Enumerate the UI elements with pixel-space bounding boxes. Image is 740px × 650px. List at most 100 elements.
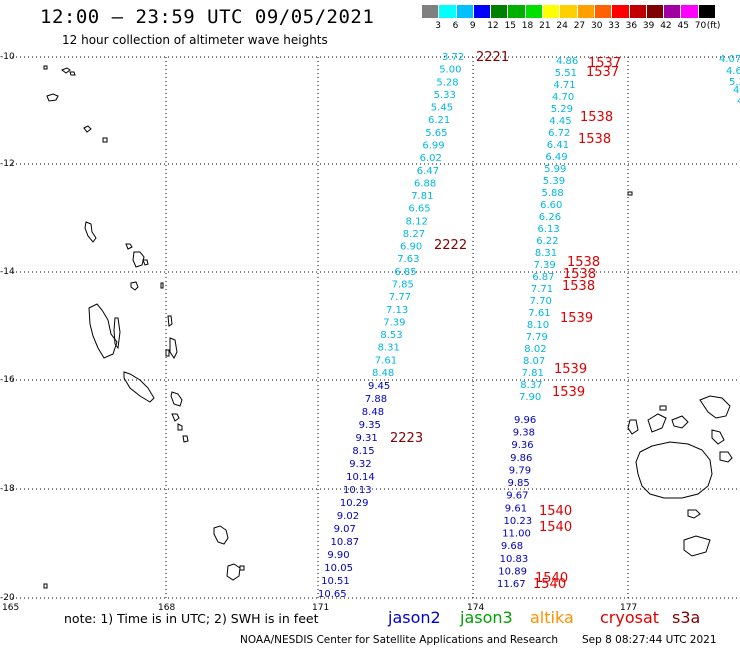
legend-label: 18 xyxy=(521,21,534,31)
legend-swatch xyxy=(491,5,509,18)
pass-time-label: 1538 xyxy=(562,279,595,294)
lat-tick-label: -18 xyxy=(0,484,15,494)
island-coastline xyxy=(647,413,667,433)
swh-value: 6.41 xyxy=(547,140,569,151)
lon-tick-label: 171 xyxy=(312,603,329,613)
lon-tick-label: 177 xyxy=(620,603,637,613)
map-title: 12:00 – 23:59 UTC 09/05/2021 xyxy=(40,6,375,28)
swh-value: 9.96 xyxy=(514,415,536,426)
swh-value: 8.27 xyxy=(403,229,425,240)
swh-value: 10.23 xyxy=(504,516,533,527)
swh-value: 8.53 xyxy=(380,330,402,341)
swh-value: 5.00 xyxy=(439,65,461,76)
pass-time-label: 1540 xyxy=(533,577,566,592)
island-coastline xyxy=(711,429,725,445)
swh-value: 7.88 xyxy=(365,394,387,405)
swh-value: 7.61 xyxy=(528,308,550,319)
legend-label: 27 xyxy=(573,21,586,31)
swh-value: 4.07 xyxy=(719,54,740,65)
pass-time-label: 2223 xyxy=(390,431,423,446)
island-coastline xyxy=(719,451,733,463)
legend-unit: (ft) xyxy=(706,21,721,31)
island-coastline xyxy=(125,243,133,250)
swh-value: 7.70 xyxy=(530,296,552,307)
swh-value: 10.29 xyxy=(340,498,369,509)
swh-value: 5.45 xyxy=(431,103,453,114)
island-coastline xyxy=(130,281,139,291)
swh-value: 5.28 xyxy=(436,77,458,88)
island-coastline xyxy=(160,282,164,289)
lon-tick-label: 174 xyxy=(467,603,484,613)
island-coastline xyxy=(177,423,183,431)
swh-value: 6.13 xyxy=(538,224,560,235)
legend-label: 33 xyxy=(608,21,620,31)
lat-lon-grid xyxy=(12,56,740,599)
legend-label: 36 xyxy=(625,21,638,31)
island-coastline xyxy=(46,93,59,102)
swh-value: 6.47 xyxy=(417,166,439,177)
swh-value: 5.88 xyxy=(542,188,564,199)
swh-value: 6.88 xyxy=(414,178,436,189)
swh-value: 8.48 xyxy=(372,368,394,379)
pass-time-label: 1539 xyxy=(560,311,593,326)
island-coastline xyxy=(88,303,118,359)
lat-tick-label: -20 xyxy=(0,593,15,603)
legend-label: 42 xyxy=(660,21,672,31)
island-coastline xyxy=(43,65,48,70)
pass-time-label: 1539 xyxy=(552,385,585,400)
swh-value: 6.26 xyxy=(539,212,561,223)
island-coastline xyxy=(635,441,713,499)
legend-label: 24 xyxy=(556,21,568,31)
legend-swatch xyxy=(577,5,595,18)
legend-label: 15 xyxy=(504,21,516,31)
lat-tick-label: -14 xyxy=(0,267,15,277)
island-coastline xyxy=(171,413,180,422)
swh-value: 7.63 xyxy=(397,254,419,265)
legend-label: 70 xyxy=(694,21,707,31)
legend-swatch xyxy=(664,5,682,18)
swh-value: 9.68 xyxy=(501,541,523,552)
swh-value: 8.02 xyxy=(524,344,546,355)
swh-value: 7.81 xyxy=(522,368,544,379)
swh-value: 9.79 xyxy=(509,466,531,477)
pass-time-label: 2222 xyxy=(434,238,467,253)
swh-value: 7.61 xyxy=(375,355,397,366)
pass-time-label: 1537 xyxy=(588,56,621,71)
swh-value: 5.3 xyxy=(729,77,740,88)
legend-swatch xyxy=(473,5,492,18)
lon-tick-label: 168 xyxy=(158,603,175,613)
island-coastline xyxy=(627,191,633,196)
swh-value: 5.33 xyxy=(434,90,456,101)
swh-value: 10.51 xyxy=(321,576,350,587)
pass-time-label: 1538 xyxy=(563,267,596,282)
pass-time-label: 1540 xyxy=(535,571,568,586)
lat-tick-label: -16 xyxy=(0,375,15,385)
island-coastline xyxy=(113,317,121,350)
swh-value: 7.39 xyxy=(383,317,405,328)
swh-value: 9.32 xyxy=(349,459,371,470)
island-coastline xyxy=(132,251,145,268)
swh-value: 9.85 xyxy=(508,478,530,489)
swh-value: 9.45 xyxy=(368,381,390,392)
swh-value: 6.49 xyxy=(545,152,567,163)
legend-swatch xyxy=(525,5,544,18)
legend-swatch xyxy=(629,5,647,18)
legend-swatch xyxy=(422,5,440,18)
satellite-legend-jason2: jason2 xyxy=(388,608,441,627)
swh-value: 10.89 xyxy=(498,566,527,577)
island-coastline xyxy=(683,535,711,557)
legend-label: 6 xyxy=(452,21,459,31)
legend-swatch xyxy=(594,5,613,18)
swh-value: 9.67 xyxy=(506,491,528,502)
swh-value: 10.13 xyxy=(343,485,372,496)
coastlines xyxy=(43,65,733,589)
island-coastline xyxy=(699,395,731,419)
pass-time-label: 1540 xyxy=(539,504,572,519)
swh-value: 8.15 xyxy=(352,446,374,457)
map-subtitle: 12 hour collection of altimeter wave hei… xyxy=(62,33,328,47)
island-coastline xyxy=(182,435,189,443)
pass-time-label: 1538 xyxy=(578,132,611,147)
swh-value: 4.70 xyxy=(552,92,574,103)
